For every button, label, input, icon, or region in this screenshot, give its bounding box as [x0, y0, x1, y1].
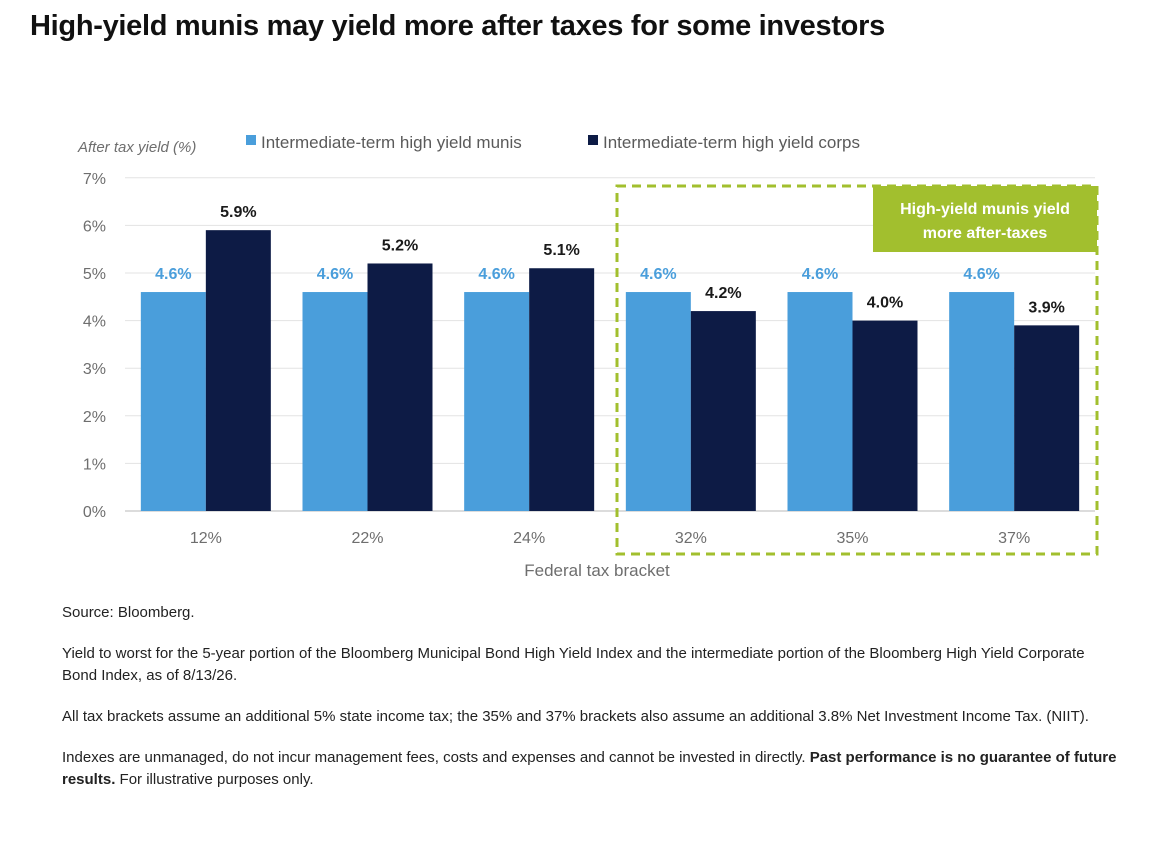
bar — [464, 292, 530, 511]
bar-chart: 0% 1% 2% 3% 4% 5% 6% 7% After tax yield (%) Inter… — [77, 133, 1099, 580]
chart-area: 0% 1% 2% 3% 4% 5% 6% 7% After tax yield (%) Inter… — [0, 120, 1170, 590]
bar — [367, 263, 433, 511]
bar — [852, 320, 918, 511]
bar — [690, 311, 756, 511]
x-tick-label: 12% — [190, 530, 222, 547]
y-tick-label: 0% — [83, 504, 106, 521]
x-tick-label: 24% — [513, 530, 545, 547]
bar — [1014, 325, 1080, 511]
y-tick-label: 7% — [83, 171, 106, 188]
legend-swatch — [246, 135, 256, 145]
y-tick-label: 6% — [83, 218, 106, 235]
y-tick-label: 2% — [83, 409, 106, 426]
data-label: 5.1% — [543, 242, 579, 259]
highlight-callout-line2: more after-taxes — [923, 225, 1048, 242]
source-note: Source: Bloomberg. — [62, 604, 195, 621]
legend-swatch — [588, 135, 598, 145]
disclaimer-end-text: For illustrative purposes only. — [115, 771, 314, 788]
y-tick-label: 4% — [83, 314, 106, 331]
x-axis-title: Federal tax bracket — [524, 561, 670, 580]
disclaimer-bold-text: Past performance is no guarantee of futu… — [62, 749, 1117, 788]
x-tick-label: 37% — [998, 530, 1030, 547]
disclaimer-note: Indexes are unmanaged, do not incur mana… — [62, 747, 1122, 791]
bar — [625, 292, 691, 511]
data-label: 4.6% — [478, 266, 514, 283]
data-label: 5.9% — [220, 204, 256, 221]
methodology-note: Yield to worst for the 5-year portion of… — [62, 645, 1085, 684]
x-tick-label: 32% — [675, 530, 707, 547]
x-tick-label: 22% — [351, 530, 383, 547]
bar — [205, 230, 271, 511]
bar — [140, 292, 206, 511]
page-title: High-yield munis may yield more after ta… — [30, 10, 885, 42]
highlight-callout-box — [873, 186, 1097, 252]
bar — [949, 292, 1015, 511]
tax-assumption-note: All tax brackets assume an additional 5%… — [62, 708, 1089, 725]
highlight-frame — [615, 184, 1099, 556]
y-tick-label: 5% — [83, 266, 106, 283]
data-label: 4.6% — [317, 266, 353, 283]
y-tick-label: 3% — [83, 361, 106, 378]
data-label: 4.2% — [705, 285, 741, 302]
y-axis-title: After tax yield (%) — [77, 139, 196, 156]
legend-label: Intermediate-term high yield corps — [603, 133, 860, 152]
data-label: 4.0% — [867, 295, 903, 312]
legend-label: Intermediate-term high yield munis — [261, 133, 522, 152]
highlight-callout-line1: High-yield munis yield — [900, 201, 1070, 218]
data-label: 4.6% — [155, 266, 191, 283]
data-label: 4.6% — [640, 266, 676, 283]
data-label: 4.6% — [802, 266, 838, 283]
bar — [529, 268, 595, 511]
data-label: 5.2% — [382, 237, 418, 254]
x-tick-label: 35% — [836, 530, 868, 547]
disclaimer-text: Indexes are unmanaged, do not incur mana… — [62, 749, 810, 766]
bar — [302, 292, 368, 511]
chart-notes: Source: Bloomberg. Yield to worst for th… — [62, 602, 1122, 810]
y-tick-label: 1% — [83, 456, 106, 473]
data-label: 4.6% — [963, 266, 999, 283]
data-label: 3.9% — [1028, 299, 1064, 316]
bar — [787, 292, 853, 511]
